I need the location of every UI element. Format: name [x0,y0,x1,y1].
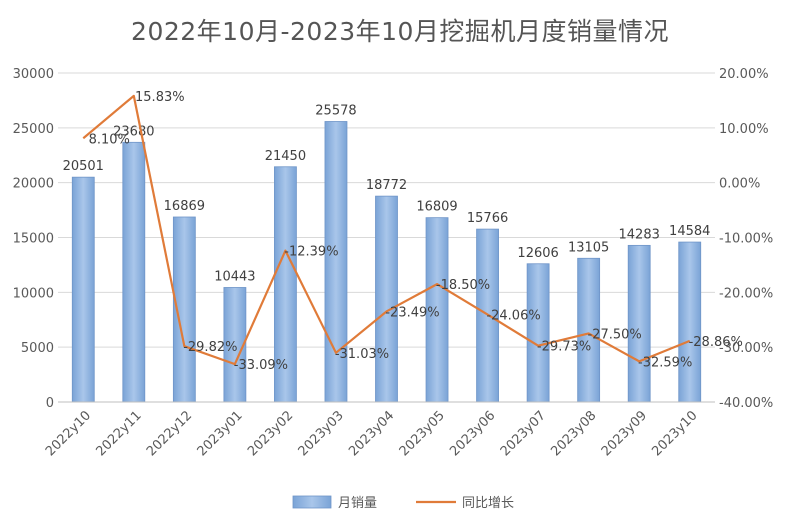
line-value-label: -27.50% [588,327,642,342]
bar-value-label: 14584 [669,224,710,239]
y-right-tick-label: -30.00% [719,341,773,356]
x-tick-label: 2023y02 [245,408,296,459]
x-tick-label: 2023y01 [195,408,246,459]
bar [375,195,398,403]
line-value-label: -31.03% [335,347,389,362]
x-tick-label: 2023y05 [397,408,448,459]
bar-value-label: 13105 [568,240,609,255]
y-left-tick-label: 10000 [13,286,54,301]
y-left-tick-label: 0 [46,396,54,411]
x-tick-label: 2023y10 [649,408,700,459]
y-right-tick-label: -20.00% [719,286,773,301]
chart-title: 2022年10月-2023年10月挖掘机月度销量情况 [131,17,669,46]
y-right-tick-label: 20.00% [719,67,769,82]
bar [627,244,651,403]
bar-value-label: 21450 [265,149,306,164]
y-right-tick-label: 10.00% [719,122,769,137]
x-tick-label: 2022y11 [93,408,144,459]
y-left-tick-label: 5000 [21,341,54,356]
bar-value-label: 25578 [315,103,356,118]
line-value-label: -23.49% [385,305,439,320]
y-left-tick-label: 15000 [13,232,54,247]
bar [526,263,550,403]
bar-value-label: 15766 [467,211,508,226]
bar-value-label: 20501 [63,159,104,174]
line-value-label: -29.73% [537,340,591,355]
bar-value-label: 10443 [214,269,255,284]
y-left-tick-label: 20000 [13,177,54,192]
y-right-tick-label: 0.00% [719,177,760,192]
x-tick-label: 2023y03 [296,408,347,459]
legend-label-line: 同比增长 [462,496,514,511]
line-value-label: -18.50% [436,278,490,293]
line-value-label: -28.86% [689,335,743,350]
bar-value-label: 23680 [113,124,154,139]
line-value-label: 8.10% [89,132,130,147]
x-tick-label: 2022y12 [144,408,195,459]
y-left-tick-label: 30000 [13,67,54,82]
x-tick-label: 2023y06 [447,408,498,459]
legend-swatch-bar [292,495,332,509]
bar-value-label: 12606 [517,246,558,261]
legend-label-bar: 月销量 [338,496,377,511]
bar-value-label: 18772 [366,178,407,193]
x-tick-label: 2022y10 [43,408,94,459]
bar-value-label: 16869 [164,199,205,214]
bar [122,141,146,403]
x-tick-label: 2023y04 [346,408,397,459]
line-value-label: 15.83% [135,90,185,105]
y-right-tick-label: -10.00% [719,232,773,247]
line-value-label: -12.39% [284,245,338,260]
y-left-tick-label: 25000 [13,122,54,137]
line-value-label: -24.06% [486,309,540,324]
line-value-label: -32.59% [638,355,692,370]
bar [678,241,702,403]
bar-value-label: 14283 [619,227,660,242]
x-tick-label: 2023y09 [599,408,650,459]
bar-value-label: 16809 [416,200,457,215]
line-value-label: -29.82% [183,340,237,355]
x-tick-label: 2023y07 [498,408,549,459]
bar [71,176,95,403]
y-right-tick-label: -40.00% [719,396,773,411]
x-tick-label: 2023y08 [548,408,599,459]
line-value-label: -33.09% [234,358,288,373]
